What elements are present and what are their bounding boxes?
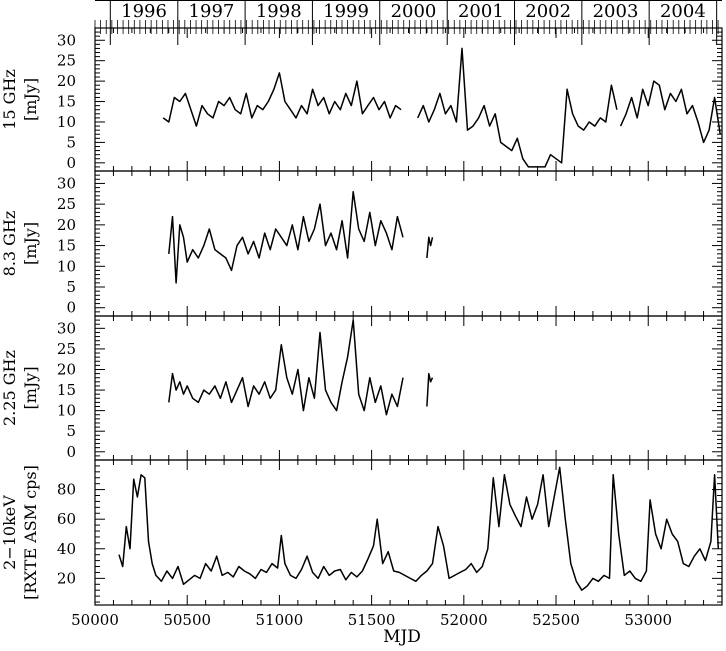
panel-frame-3 <box>94 315 723 461</box>
y-tick-label: 30 <box>57 31 76 49</box>
y-tick-label: 5 <box>66 422 76 440</box>
year-label: 2000 <box>391 1 437 22</box>
y-tick-label: 20 <box>57 216 76 234</box>
y-axis-label: 15 GHz <box>0 69 19 130</box>
y-tick-label: 10 <box>57 402 76 420</box>
y-tick-label: 20 <box>57 72 76 90</box>
y-tick-label: 5 <box>66 133 76 151</box>
y-tick-label: 40 <box>57 540 76 558</box>
panel-frame-2 <box>94 170 723 317</box>
series-line <box>168 190 404 284</box>
series-line <box>118 466 720 591</box>
y-axis-label: [mJy] <box>21 78 40 121</box>
axes-layer <box>94 0 723 606</box>
y-tick-label: 5 <box>66 278 76 296</box>
y-tick-label: 0 <box>66 299 76 317</box>
y-axis-label: [mJy] <box>21 222 40 265</box>
x-tick-label: 51500 <box>348 611 396 629</box>
y-tick-label: 10 <box>57 113 76 131</box>
series-line <box>619 80 721 144</box>
series-line <box>426 236 434 259</box>
y-tick-label: 0 <box>66 443 76 461</box>
year-label: 2004 <box>660 1 706 22</box>
y-tick-label: 80 <box>57 481 76 499</box>
y-tick-label: 30 <box>57 174 76 192</box>
y-tick-label: 25 <box>57 52 76 70</box>
x-tick-label: 52500 <box>532 611 580 629</box>
x-tick-label: 50000 <box>71 611 119 629</box>
y-tick-label: 30 <box>57 319 76 337</box>
y-axis-label: 2−10keV <box>0 495 19 570</box>
x-tick-label: 50500 <box>163 611 211 629</box>
y-tick-label: 15 <box>57 237 76 255</box>
year-label: 1998 <box>256 1 302 22</box>
y-tick-label: 60 <box>57 510 76 528</box>
y-tick-label: 10 <box>57 257 76 275</box>
series-line <box>426 372 434 407</box>
y-axis-label: 8.3 GHz <box>0 211 19 277</box>
x-tick-label: 52000 <box>440 611 488 629</box>
y-tick-label: 25 <box>57 340 76 358</box>
series-layer <box>118 47 721 591</box>
y-axis-label: 2.25 GHz <box>0 350 19 426</box>
year-label: 2001 <box>458 1 504 22</box>
x-axis-label: MJD <box>383 627 421 647</box>
year-label: 1996 <box>121 1 167 22</box>
y-tick-label: 25 <box>57 195 76 213</box>
y-tick-label: 15 <box>57 381 76 399</box>
series-line <box>417 47 618 168</box>
year-label: 1997 <box>189 1 235 22</box>
panel-frame-1 <box>94 27 723 172</box>
y-axis-label: [mJy] <box>21 366 40 409</box>
labels-layer: 1996 1997 1998 1999 2000 2001 2002 2003 20045000… <box>0 1 706 629</box>
y-tick-label: 20 <box>57 569 76 587</box>
year-label: 2003 <box>593 1 639 22</box>
y-tick-label: 0 <box>66 154 76 172</box>
x-tick-label: 51000 <box>256 611 304 629</box>
series-line <box>162 72 402 127</box>
series-line <box>168 319 404 416</box>
year-label: 2002 <box>525 1 571 22</box>
y-axis-label: [RXTE ASM cps] <box>21 465 40 600</box>
panel-frame-4 <box>94 459 723 606</box>
y-tick-label: 15 <box>57 93 76 111</box>
x-tick-label: 53000 <box>624 611 672 629</box>
y-tick-label: 20 <box>57 360 76 378</box>
year-label: 1999 <box>323 1 369 22</box>
